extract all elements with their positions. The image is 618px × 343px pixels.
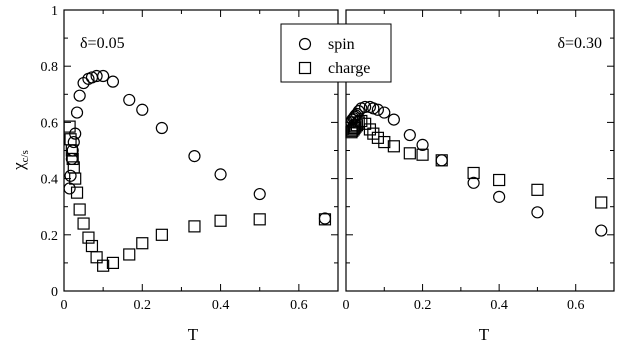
charge-data-point <box>371 131 384 144</box>
charge-data-point <box>85 239 99 253</box>
right-panel-label: δ=0.30 <box>557 35 602 52</box>
spin-data-point <box>97 69 110 83</box>
y-tick-label: 0.6 <box>41 116 59 131</box>
charge-data-point <box>188 220 201 233</box>
charge-data-point <box>69 172 82 185</box>
spin-data-point <box>214 168 227 181</box>
left-y-tick-labels: 0 0.2 0.4 0.6 0.8 1 <box>41 4 59 300</box>
y-axis-label-main: χ <box>9 162 28 171</box>
y-tick-label: 0.8 <box>41 60 59 75</box>
right-panel: 0 0.2 0.4 0.6 δ=0.30 T <box>343 9 615 343</box>
spin-data-point <box>359 100 372 114</box>
charge-data-point <box>63 120 76 133</box>
spin-data-point <box>123 93 136 107</box>
spin-data-point <box>387 113 400 126</box>
charge-data-point <box>350 119 364 132</box>
spin-data-point <box>378 106 391 119</box>
charge-data-point <box>493 173 506 187</box>
charge-data-point <box>73 203 86 216</box>
charge-data-point <box>77 217 90 230</box>
x-tick-label: 0.6 <box>290 298 308 313</box>
charge-data-point <box>467 166 480 180</box>
left-x-axis-label: T <box>188 325 199 343</box>
x-tick-label: 0.2 <box>134 298 152 313</box>
legend-charge-marker <box>298 61 312 75</box>
charge-data-point <box>155 228 168 241</box>
charge-data-point <box>136 237 149 250</box>
charge-data-point <box>531 183 544 196</box>
charge-data-point <box>318 213 332 226</box>
spin-data-point <box>367 102 380 115</box>
left-panel: 0 0.2 0.4 0.6 0 0.2 0.4 0.6 0.8 1 δ=0.05 T χc/s <box>9 4 339 343</box>
spin-data-point <box>136 103 149 116</box>
charge-data-point <box>387 140 400 153</box>
charge-data-point <box>253 213 266 226</box>
charge-data-point <box>90 251 103 264</box>
spin-data-point <box>416 138 429 151</box>
legend-spin-label: spin <box>328 36 355 53</box>
y-tick-label: 0.4 <box>41 173 59 188</box>
charge-data-point <box>595 196 608 209</box>
spin-data-point <box>435 154 448 167</box>
spin-data-point <box>595 224 608 237</box>
charge-data-point <box>363 123 377 136</box>
legend-spin-marker <box>298 37 312 51</box>
x-tick-label: 0 <box>61 298 68 313</box>
spin-data-point <box>371 103 384 116</box>
charge-data-point <box>70 186 84 199</box>
spin-data-point <box>73 89 86 102</box>
y-tick-label: 1 <box>51 4 58 19</box>
charge-data-point <box>403 147 416 160</box>
spin-data-point <box>64 169 77 182</box>
charge-data-point <box>435 154 448 167</box>
y-axis-label-subscript: c/s <box>19 150 31 162</box>
right-x-axis-label: T <box>479 325 490 343</box>
charge-data-point <box>416 148 429 161</box>
charge-data-point <box>378 135 391 149</box>
spin-data-point <box>155 121 168 135</box>
charge-data-point <box>65 144 78 157</box>
spin-data-point <box>70 106 84 119</box>
spin-data-point <box>403 128 416 142</box>
y-tick-label: 0 <box>51 285 58 300</box>
spin-data-point <box>253 187 266 201</box>
charge-data-point <box>214 214 227 227</box>
spin-data-point <box>67 135 80 149</box>
charge-data-point <box>123 248 136 261</box>
spin-data-point <box>90 69 103 83</box>
x-tick-label: 0.6 <box>567 298 585 313</box>
spin-data-point <box>318 212 332 225</box>
charge-data-point <box>106 256 120 269</box>
spin-data-point <box>188 150 201 163</box>
left-data-points <box>63 69 332 272</box>
spin-data-point <box>531 206 544 219</box>
charge-data-point <box>97 259 110 272</box>
x-tick-label: 0.4 <box>212 298 230 313</box>
charge-data-point <box>367 127 380 140</box>
left-x-tick-labels: 0 0.2 0.4 0.6 <box>61 298 308 313</box>
left-panel-label: δ=0.05 <box>80 35 125 52</box>
legend: spin charge <box>280 23 392 83</box>
charge-data-point <box>355 114 368 128</box>
charge-data-point <box>352 116 365 129</box>
spin-data-point <box>106 75 120 88</box>
right-x-tick-labels: 0 0.2 0.4 0.6 <box>343 298 585 313</box>
y-tick-label: 0.2 <box>41 229 59 244</box>
x-tick-label: 0.2 <box>414 298 432 313</box>
charge-data-point <box>82 231 95 244</box>
x-tick-label: 0 <box>343 298 350 313</box>
spin-data-point <box>493 190 506 203</box>
x-tick-label: 0.4 <box>490 298 508 313</box>
charge-data-point <box>66 152 79 166</box>
spin-data-point <box>467 176 480 189</box>
right-data-points <box>345 100 608 237</box>
legend-charge-label: charge <box>328 60 370 77</box>
left-tick-marks <box>63 9 339 292</box>
y-axis-label: χc/s <box>9 150 31 171</box>
